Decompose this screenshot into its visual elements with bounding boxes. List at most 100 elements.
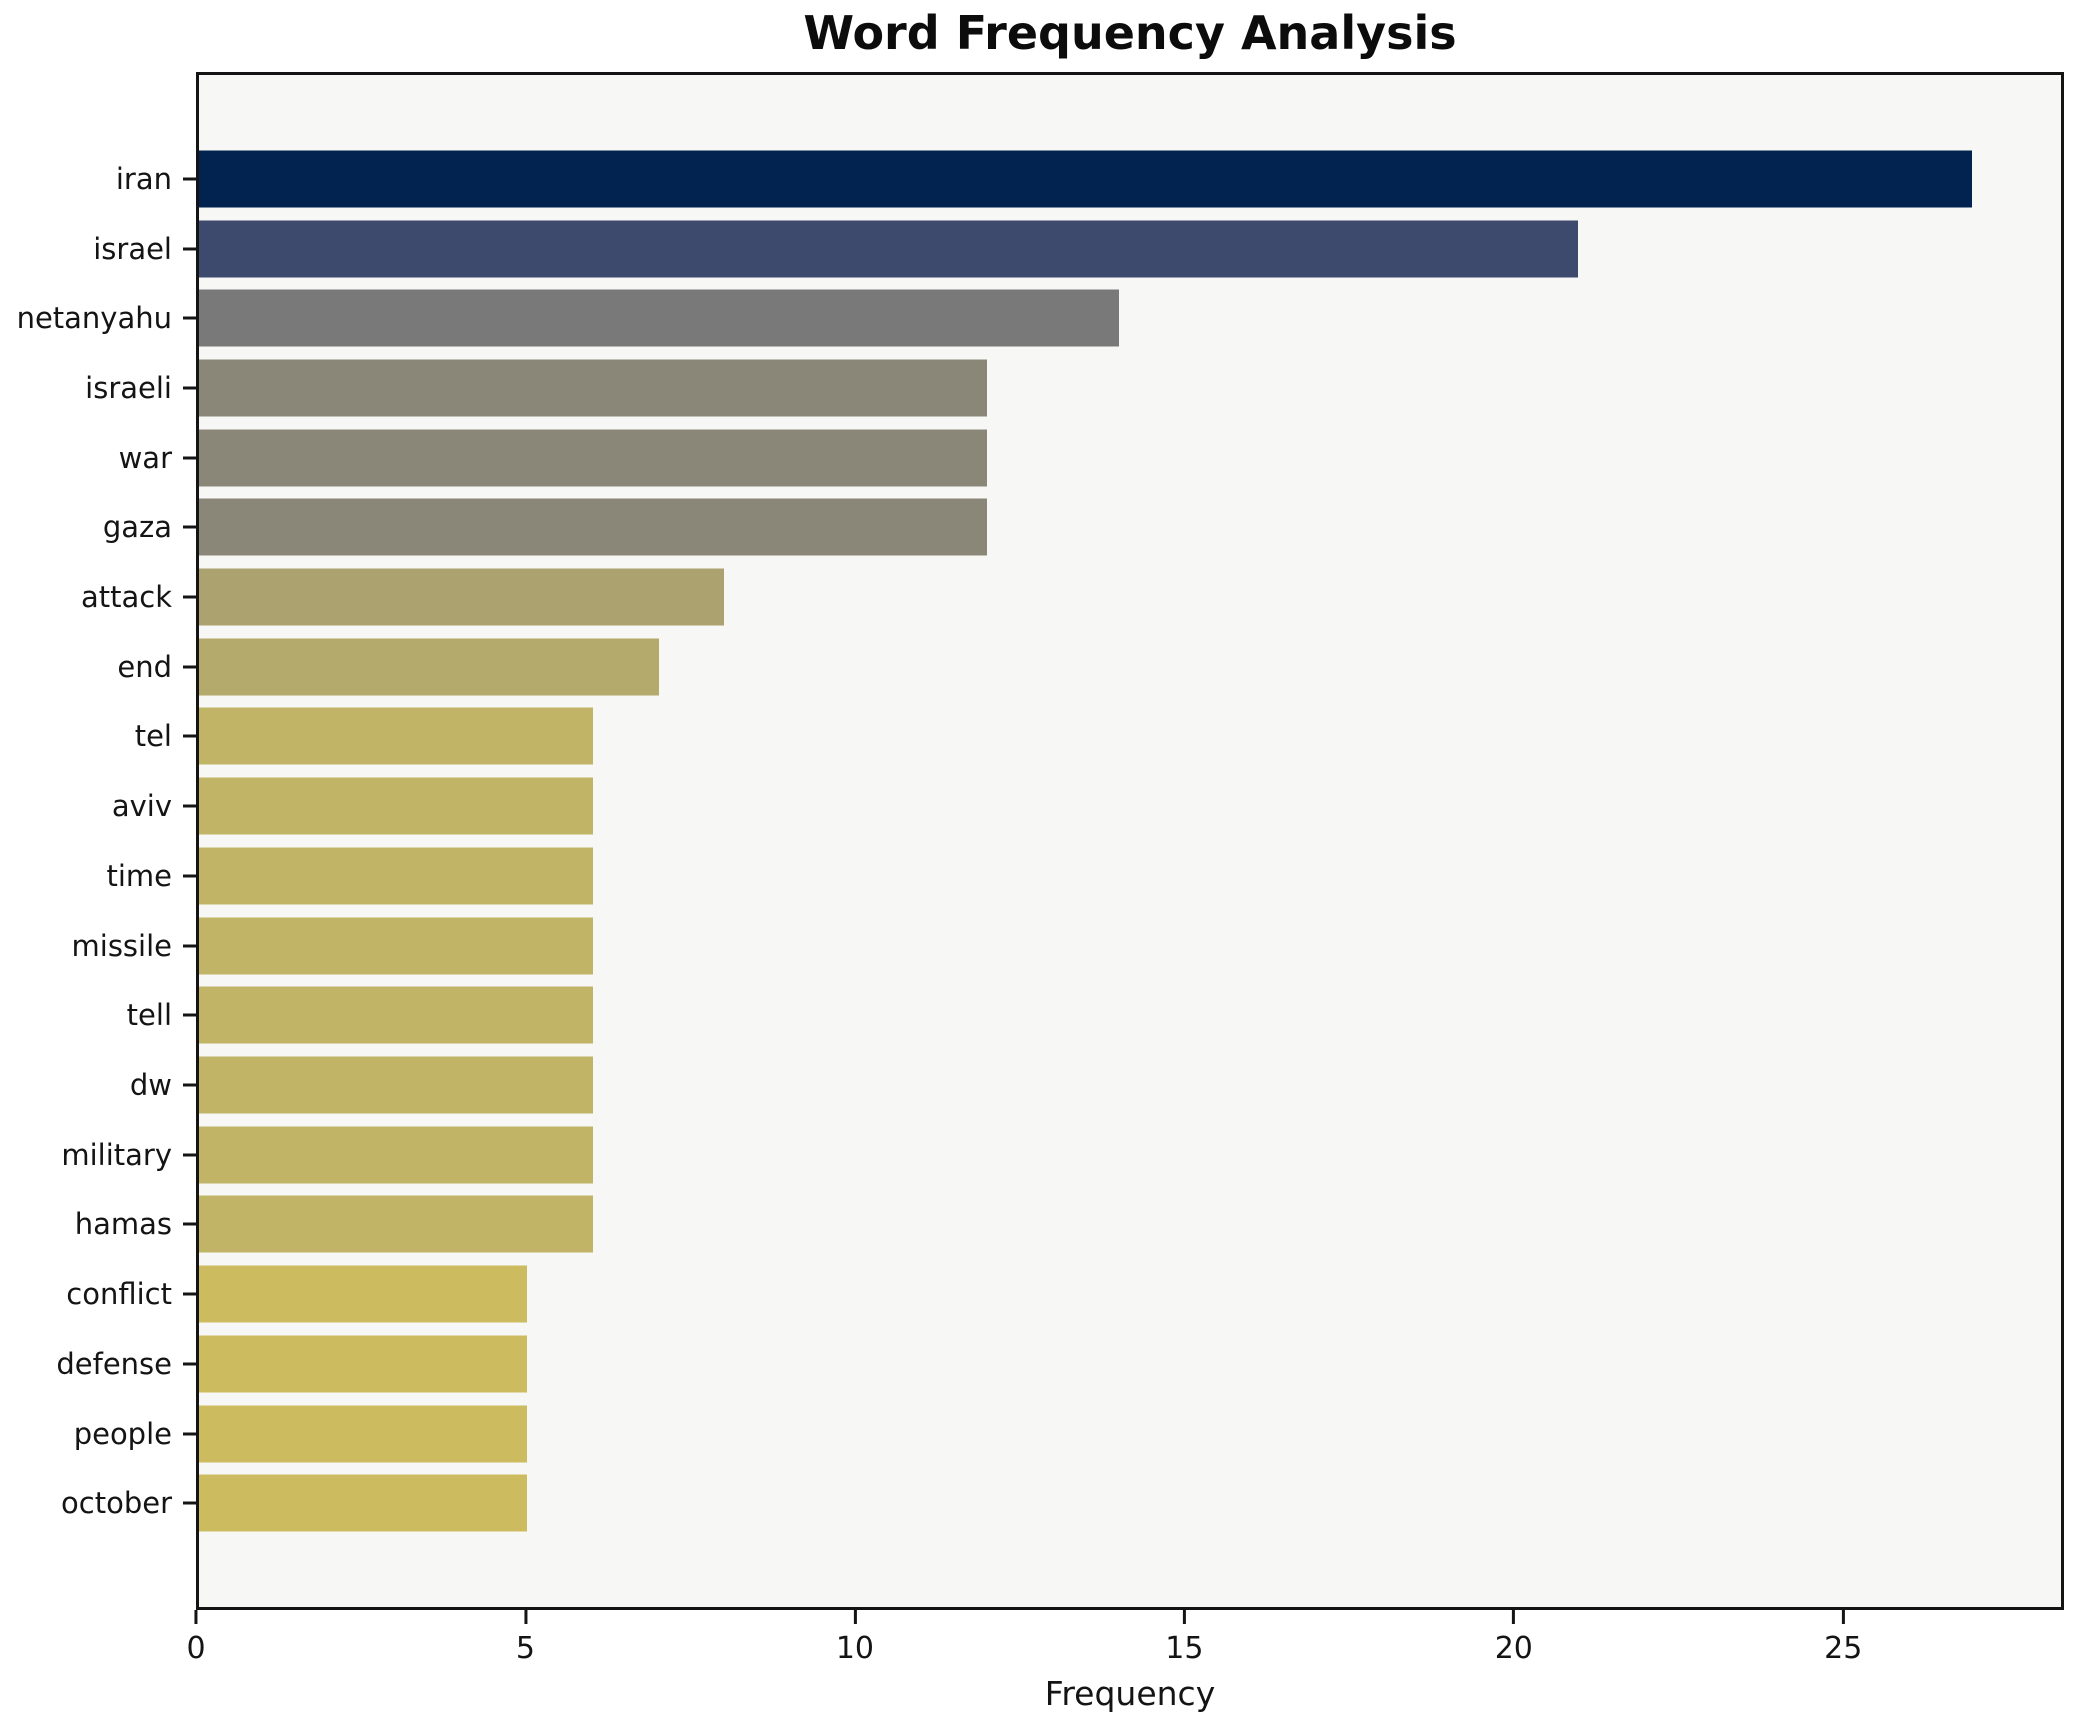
x-axis: 0 5 10 15 20 25 bbox=[186, 1610, 2064, 1690]
x-tick-label: 10 bbox=[835, 1631, 874, 1666]
x-tick: 5 bbox=[516, 1610, 535, 1666]
y-tick-mark bbox=[183, 247, 196, 251]
bar-row: israeli bbox=[85, 353, 2061, 423]
frequency-bar bbox=[199, 1265, 528, 1323]
bar-row: conflict bbox=[66, 1259, 2061, 1329]
y-tick-label: tel bbox=[134, 719, 172, 754]
y-tick-mark bbox=[183, 1432, 196, 1435]
y-tick-mark bbox=[183, 316, 196, 320]
y-tick-label: war bbox=[118, 440, 172, 475]
y-tick-label: iran bbox=[115, 161, 172, 196]
bar-row: war bbox=[119, 423, 2061, 493]
x-tick-label: 0 bbox=[186, 1631, 206, 1666]
y-tick-label: aviv bbox=[111, 789, 172, 824]
bar-row: israel bbox=[93, 214, 2061, 284]
frequency-bar bbox=[199, 1405, 528, 1462]
x-tick-label: 20 bbox=[1494, 1631, 1533, 1666]
x-tick: 10 bbox=[836, 1610, 874, 1666]
frequency-bar bbox=[199, 1056, 594, 1114]
bar-row: attack bbox=[81, 562, 2061, 632]
y-tick-label: conflict bbox=[66, 1277, 172, 1312]
y-tick-mark bbox=[183, 944, 196, 948]
x-tick: 15 bbox=[1165, 1610, 1203, 1666]
y-tick-label: missile bbox=[71, 928, 172, 963]
frequency-bar bbox=[199, 359, 988, 417]
x-tick-label: 5 bbox=[515, 1631, 535, 1666]
y-tick-mark bbox=[183, 665, 196, 669]
y-tick-label: gaza bbox=[102, 510, 172, 545]
y-tick-label: israeli bbox=[85, 370, 172, 405]
y-tick-mark bbox=[183, 1153, 196, 1157]
frequency-bar bbox=[199, 568, 725, 626]
x-tick-label: 25 bbox=[1824, 1631, 1863, 1666]
x-tick-label: 15 bbox=[1165, 1631, 1204, 1666]
x-tick-mark bbox=[853, 1610, 857, 1624]
frequency-bar bbox=[199, 1335, 528, 1393]
frequency-bar bbox=[199, 220, 1579, 278]
bars-container: iran israel netanyahu israeli war gaza a… bbox=[17, 144, 2061, 1538]
x-tick-mark bbox=[523, 1610, 527, 1624]
frequency-bar bbox=[199, 1474, 528, 1532]
frequency-bar bbox=[199, 1126, 594, 1184]
y-tick-mark bbox=[183, 734, 196, 738]
frequency-bar bbox=[199, 707, 594, 765]
y-tick-mark bbox=[183, 386, 196, 390]
x-tick: 20 bbox=[1495, 1610, 1533, 1666]
y-tick-mark bbox=[183, 874, 196, 878]
frequency-bar bbox=[199, 638, 659, 696]
frequency-bar bbox=[199, 498, 988, 556]
x-tick-mark bbox=[194, 1610, 198, 1624]
y-tick-mark bbox=[183, 1362, 196, 1366]
y-tick-label: time bbox=[106, 858, 172, 893]
bar-row: time bbox=[106, 841, 2061, 911]
y-tick-mark bbox=[183, 1292, 196, 1296]
y-tick-mark bbox=[183, 1013, 196, 1017]
bar-row: missile bbox=[72, 911, 2061, 981]
bar-row: dw bbox=[130, 1050, 2061, 1120]
bar-row: iran bbox=[116, 144, 2061, 214]
frequency-bar bbox=[199, 777, 594, 835]
y-tick-mark bbox=[183, 525, 196, 529]
frequency-bar bbox=[199, 986, 594, 1044]
bar-row: aviv bbox=[112, 771, 2061, 841]
y-tick-mark bbox=[183, 1222, 196, 1226]
frequency-bar bbox=[199, 917, 594, 975]
x-axis-label: Frequency bbox=[1044, 1674, 1216, 1713]
x-tick-mark bbox=[1512, 1610, 1516, 1624]
y-tick-label: netanyahu bbox=[16, 301, 172, 336]
bar-row: tell bbox=[127, 980, 2061, 1050]
x-tick-mark bbox=[1182, 1610, 1186, 1624]
y-tick-label: tell bbox=[126, 998, 172, 1033]
y-tick-mark bbox=[183, 804, 196, 808]
y-tick-mark bbox=[183, 595, 196, 599]
y-tick-label: end bbox=[117, 649, 172, 684]
bar-row: netanyahu bbox=[17, 283, 2061, 353]
bar-row: people bbox=[74, 1399, 2061, 1469]
x-tick-mark bbox=[1841, 1610, 1845, 1624]
y-tick-mark bbox=[183, 1083, 196, 1087]
frequency-bar bbox=[199, 150, 1973, 208]
y-tick-label: people bbox=[73, 1416, 172, 1451]
x-tick: 25 bbox=[1824, 1610, 1862, 1666]
y-tick-label: dw bbox=[129, 1067, 172, 1102]
bar-row: end bbox=[117, 632, 2061, 702]
y-tick-label: october bbox=[61, 1486, 172, 1521]
frequency-bar bbox=[199, 289, 1119, 347]
y-tick-label: military bbox=[61, 1137, 172, 1172]
y-tick-label: defense bbox=[56, 1346, 172, 1381]
bar-row: tel bbox=[135, 702, 2061, 772]
y-tick-mark bbox=[183, 1501, 196, 1505]
bar-row: hamas bbox=[75, 1190, 2061, 1260]
plot-area: iran israel netanyahu israeli war gaza a… bbox=[17, 72, 2064, 1610]
bar-row: october bbox=[61, 1468, 2061, 1538]
bar-row: gaza bbox=[103, 493, 2061, 563]
y-tick-label: attack bbox=[80, 580, 172, 615]
y-tick-mark bbox=[183, 177, 196, 181]
x-tick: 0 bbox=[186, 1610, 206, 1666]
y-tick-label: israel bbox=[93, 231, 172, 266]
y-tick-mark bbox=[183, 456, 196, 460]
frequency-bar bbox=[199, 847, 594, 905]
bar-row: defense bbox=[56, 1329, 2061, 1399]
chart-title: Word Frequency Analysis bbox=[803, 6, 1457, 60]
